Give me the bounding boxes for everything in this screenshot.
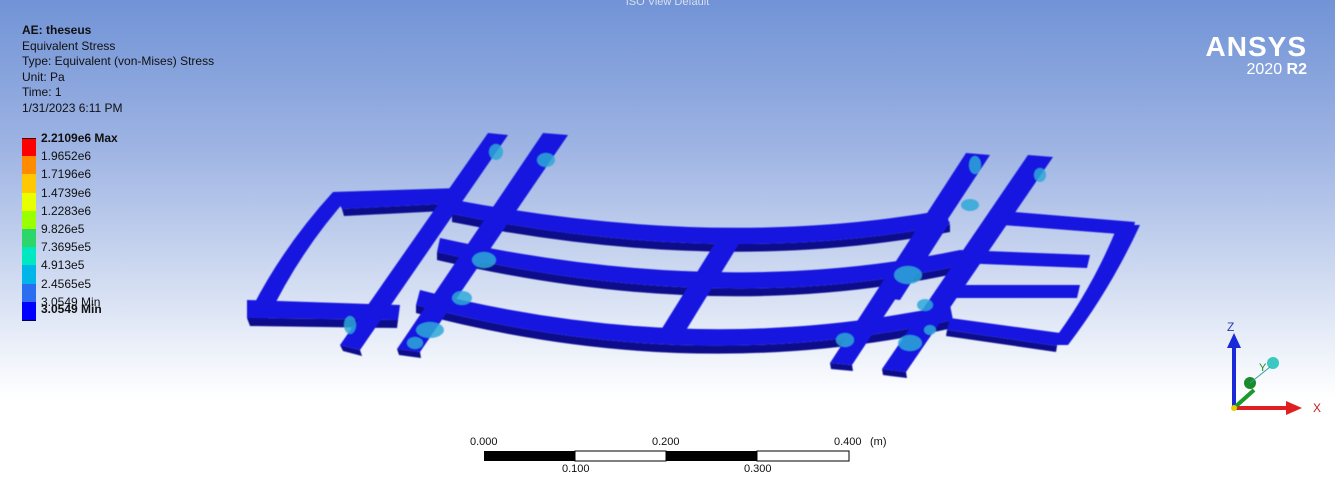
left-cross-beam-2-face [397, 349, 421, 358]
legend-label: 1.4739e6 [41, 185, 92, 200]
legend-label: 4.913e5 [41, 258, 85, 273]
right-frame-top-rail [990, 210, 1135, 235]
legend-swatch [22, 192, 36, 211]
legend-label: 1.2283e6 [41, 203, 92, 218]
logo-version: 2020 R2 [1206, 61, 1308, 79]
curved-rail-1-face [452, 214, 950, 252]
legend-label: 9.826e5 [41, 221, 85, 236]
scale-label-300: 0.300 [744, 463, 772, 475]
legend-min-label: 3.0549 Min [41, 302, 102, 316]
scale-label-0: 0.000 [470, 436, 498, 448]
axis-z-label: Z [1227, 320, 1234, 334]
legend-label: 1.9652e6 [41, 149, 92, 164]
result-name: Equivalent Stress [22, 38, 116, 53]
legend-swatch [22, 174, 36, 193]
ansys-logo: ANSYS 2020 R2 [1206, 33, 1307, 79]
coordinate-triad[interactable]: Z Y X [1190, 315, 1330, 425]
left-frame-top-rail-face [342, 203, 463, 216]
legend-swatch [22, 156, 36, 175]
legend-max-label: 2.2109e6 Max [41, 131, 118, 145]
left-cross-beam-1-face [340, 345, 362, 356]
legend-label: 1.7196e6 [41, 167, 92, 182]
scale-bar: 0.000 0.200 0.400 (m) 0.100 0.300 [470, 433, 890, 478]
right-frame-mid-rail [958, 250, 1090, 268]
view-caption: ISO View Default [625, 0, 710, 8]
legend-label: 2.4565e5 [41, 276, 92, 291]
left-cross-beam-1 [340, 133, 508, 350]
scale-label-400: 0.400 [834, 436, 862, 448]
curved-rail-3 [416, 290, 953, 346]
curved-rail-3-face [416, 305, 953, 354]
right-frame-low-rail [945, 285, 1080, 298]
scale-bar-graphic [484, 450, 850, 462]
right-cross-beam-2-face [882, 369, 907, 378]
left-cross-beam-2 [397, 133, 568, 352]
result-time: Time: 1 [22, 85, 62, 99]
analysis-title: AE: theseus [22, 23, 92, 37]
axis-y-label: Y [1259, 362, 1267, 374]
curved-rail-2 [437, 238, 963, 289]
chassis-frame [247, 133, 1140, 378]
right-cross-beam-1-face [830, 363, 853, 371]
center-cross-member-1 [656, 232, 745, 340]
left-frame-side-rail [247, 192, 352, 320]
right-frame-bottom-face [946, 330, 1057, 352]
logo-wordmark: ANSYS [1205, 31, 1307, 62]
right-frame-side-rail [1050, 225, 1140, 345]
legend-swatch [22, 283, 36, 302]
scale-label-200: 0.200 [652, 436, 680, 448]
left-frame-top-rail [333, 188, 462, 209]
stress-highlight-patches [344, 144, 1046, 351]
scale-unit: (m) [870, 436, 887, 448]
logo-release: R2 [1286, 61, 1307, 78]
curved-rail-1 [452, 200, 950, 245]
result-info: AE: theseus Equivalent Stress Type: Equi… [22, 23, 214, 116]
legend-swatch [22, 228, 36, 248]
legend-label: 7.3695e5 [41, 240, 92, 255]
legend-swatch [22, 301, 36, 321]
result-type: Type: Equivalent (von-Mises) Stress [22, 54, 215, 68]
scale-label-100: 0.100 [562, 463, 590, 475]
result-timestamp: 1/31/2023 6:11 PM [22, 100, 123, 115]
axis-x-label: X [1313, 401, 1321, 415]
logo-year: 2020 [1246, 61, 1283, 78]
legend-label: 3.0549 Min [41, 294, 101, 309]
right-frame-bottom-rail [947, 318, 1060, 346]
legend-swatch [22, 138, 36, 158]
right-cross-beam-1 [830, 153, 990, 365]
legend-swatch [22, 210, 36, 229]
curved-rail-2-face [437, 252, 963, 297]
result-unit: Unit: Pa [22, 69, 65, 84]
right-cross-beam-2 [882, 155, 1053, 372]
legend-swatch [22, 265, 36, 284]
legend-swatch [22, 247, 36, 266]
